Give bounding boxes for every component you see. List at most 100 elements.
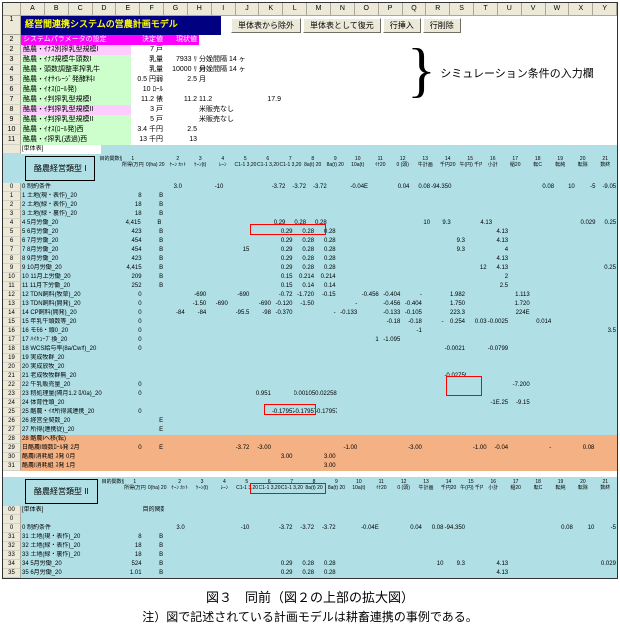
data-cell[interactable]: 0.029 — [595, 560, 617, 569]
data-cell[interactable] — [207, 408, 229, 417]
data-cell[interactable]: 0.951 — [250, 390, 272, 399]
data-cell[interactable]: 9.3 — [444, 246, 466, 255]
data-cell[interactable] — [552, 372, 574, 381]
data-cell[interactable]: 目的関数値 — [143, 506, 165, 515]
data-cell[interactable]: -9.15 — [509, 399, 531, 408]
data-cell[interactable] — [358, 300, 380, 309]
data-cell[interactable] — [164, 435, 186, 444]
data-cell[interactable]: -84 — [186, 309, 208, 318]
data-cell[interactable] — [337, 264, 359, 273]
data-cell[interactable] — [423, 444, 445, 453]
data-cell[interactable] — [358, 372, 380, 381]
data-cell[interactable] — [294, 318, 316, 327]
data-cell[interactable] — [466, 354, 488, 363]
data-cell[interactable] — [466, 551, 488, 560]
data-cell[interactable] — [164, 264, 186, 273]
data-cell[interactable] — [509, 246, 531, 255]
data-cell[interactable] — [509, 453, 531, 462]
data-cell[interactable] — [423, 408, 445, 417]
data-cell[interactable] — [272, 201, 294, 210]
data-cell[interactable] — [183, 183, 204, 192]
data-cell[interactable]: 3.00 — [272, 453, 294, 462]
data-cell[interactable]: B — [143, 228, 165, 237]
data-cell[interactable] — [401, 363, 423, 372]
data-cell[interactable] — [207, 533, 229, 542]
data-cell[interactable]: 0 — [121, 408, 143, 417]
data-cell[interactable] — [272, 390, 294, 399]
data-cell[interactable] — [380, 363, 402, 372]
data-cell[interactable] — [358, 354, 380, 363]
data-cell[interactable] — [358, 201, 380, 210]
data-cell[interactable] — [444, 435, 466, 444]
data-cell[interactable] — [337, 462, 359, 471]
data-cell[interactable] — [595, 201, 617, 210]
data-cell[interactable] — [574, 569, 596, 578]
data-cell[interactable] — [207, 560, 229, 569]
data-cell[interactable] — [250, 210, 272, 219]
data-cell[interactable] — [380, 264, 402, 273]
data-cell[interactable] — [207, 291, 229, 300]
data-cell[interactable] — [555, 219, 576, 228]
data-cell[interactable] — [595, 291, 617, 300]
data-cell[interactable] — [143, 372, 165, 381]
data-cell[interactable] — [509, 569, 531, 578]
data-cell[interactable] — [348, 219, 369, 228]
data-cell[interactable] — [444, 453, 466, 462]
data-cell[interactable]: 0.04 — [401, 524, 423, 533]
data-cell[interactable] — [358, 273, 380, 282]
data-cell[interactable] — [164, 291, 186, 300]
data-cell[interactable]: 0.28 — [286, 219, 307, 228]
data-cell[interactable] — [509, 255, 531, 264]
data-cell[interactable] — [186, 426, 208, 435]
data-cell[interactable] — [337, 282, 359, 291]
data-cell[interactable] — [380, 408, 402, 417]
data-cell[interactable] — [401, 246, 423, 255]
data-cell[interactable] — [143, 524, 165, 533]
data-cell[interactable] — [380, 345, 402, 354]
data-cell[interactable] — [337, 372, 359, 381]
data-cell[interactable]: 0 — [121, 318, 143, 327]
data-cell[interactable] — [207, 399, 229, 408]
data-cell[interactable] — [164, 533, 186, 542]
data-cell[interactable]: -690 — [229, 291, 251, 300]
data-cell[interactable] — [294, 345, 316, 354]
data-cell[interactable]: 18 — [121, 542, 143, 551]
data-cell[interactable]: 0.29 — [272, 264, 294, 273]
data-cell[interactable] — [207, 372, 229, 381]
data-cell[interactable]: - — [401, 291, 423, 300]
data-cell[interactable] — [466, 282, 488, 291]
data-cell[interactable]: 4.13 — [488, 264, 510, 273]
data-cell[interactable] — [164, 192, 186, 201]
data-cell[interactable]: -10 — [229, 524, 251, 533]
data-cell[interactable] — [423, 336, 445, 345]
data-cell[interactable] — [315, 551, 337, 560]
data-cell[interactable] — [229, 542, 251, 551]
data-cell[interactable]: 0 — [121, 390, 143, 399]
data-cell[interactable]: -0.04 — [488, 444, 510, 453]
data-cell[interactable] — [380, 237, 402, 246]
data-cell[interactable]: 0.28 — [294, 255, 316, 264]
data-cell[interactable] — [294, 210, 316, 219]
data-cell[interactable] — [595, 408, 617, 417]
data-cell[interactable] — [358, 255, 380, 264]
data-cell[interactable] — [380, 255, 402, 264]
data-cell[interactable] — [121, 372, 143, 381]
data-cell[interactable] — [401, 273, 423, 282]
data-cell[interactable]: - — [337, 300, 359, 309]
data-cell[interactable]: B — [143, 542, 165, 551]
data-cell[interactable] — [121, 462, 143, 471]
data-cell[interactable] — [164, 318, 186, 327]
data-cell[interactable]: 4.13 — [488, 255, 510, 264]
data-cell[interactable] — [207, 246, 229, 255]
data-cell[interactable] — [574, 255, 596, 264]
data-cell[interactable] — [595, 282, 617, 291]
data-cell[interactable] — [401, 453, 423, 462]
data-cell[interactable] — [272, 327, 294, 336]
data-cell[interactable]: 0 — [121, 345, 143, 354]
data-cell[interactable] — [423, 435, 445, 444]
data-cell[interactable] — [229, 417, 251, 426]
data-cell[interactable]: -0.04E — [358, 524, 380, 533]
data-cell[interactable] — [423, 255, 445, 264]
data-cell[interactable] — [315, 327, 337, 336]
data-cell[interactable] — [315, 426, 337, 435]
